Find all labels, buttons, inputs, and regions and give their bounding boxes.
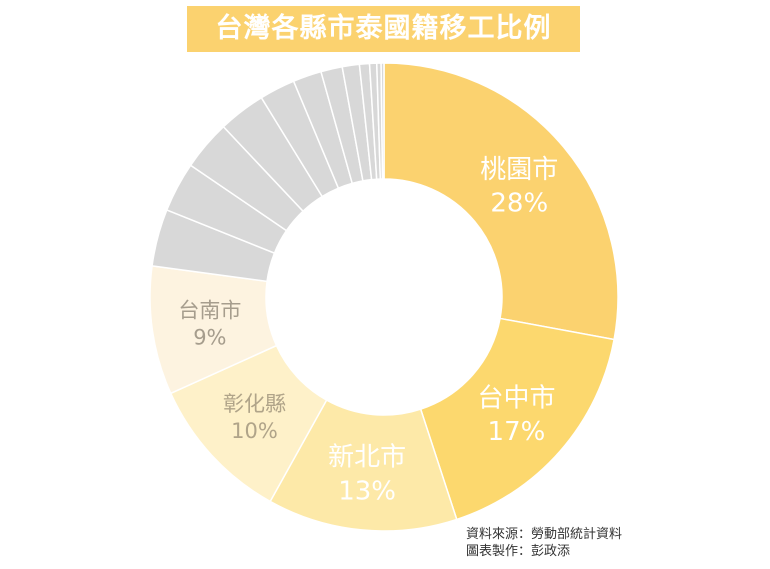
slice-label-value: 28%	[490, 189, 548, 219]
slice-label-name: 新北市	[328, 443, 406, 473]
donut-slices	[149, 62, 619, 532]
donut-slice-2	[269, 399, 458, 532]
source-line: 資料來源：勞動部統計資料	[466, 527, 623, 542]
slice-label-value: 10%	[231, 419, 278, 443]
slice-label-value: 9%	[193, 326, 226, 350]
chart-title: 台灣各縣市泰國籍移工比例	[187, 6, 580, 52]
author-line: 圖表製作：彭政添	[466, 544, 571, 559]
slice-label-value: 17%	[488, 417, 546, 447]
donut-slice-other-16	[380, 62, 385, 180]
donut-slice-1	[419, 317, 615, 521]
slice-label-name: 台中市	[477, 383, 555, 413]
donut-slice-0	[383, 62, 619, 341]
source-note: 資料來源：勞動部統計資料 圖表製作：彭政添	[466, 526, 622, 560]
slice-label-value: 13%	[338, 476, 396, 506]
slice-label-name: 台南市	[178, 298, 241, 322]
slice-label-name: 彰化縣	[223, 392, 286, 416]
slice-label-name: 桃園市	[480, 155, 558, 185]
